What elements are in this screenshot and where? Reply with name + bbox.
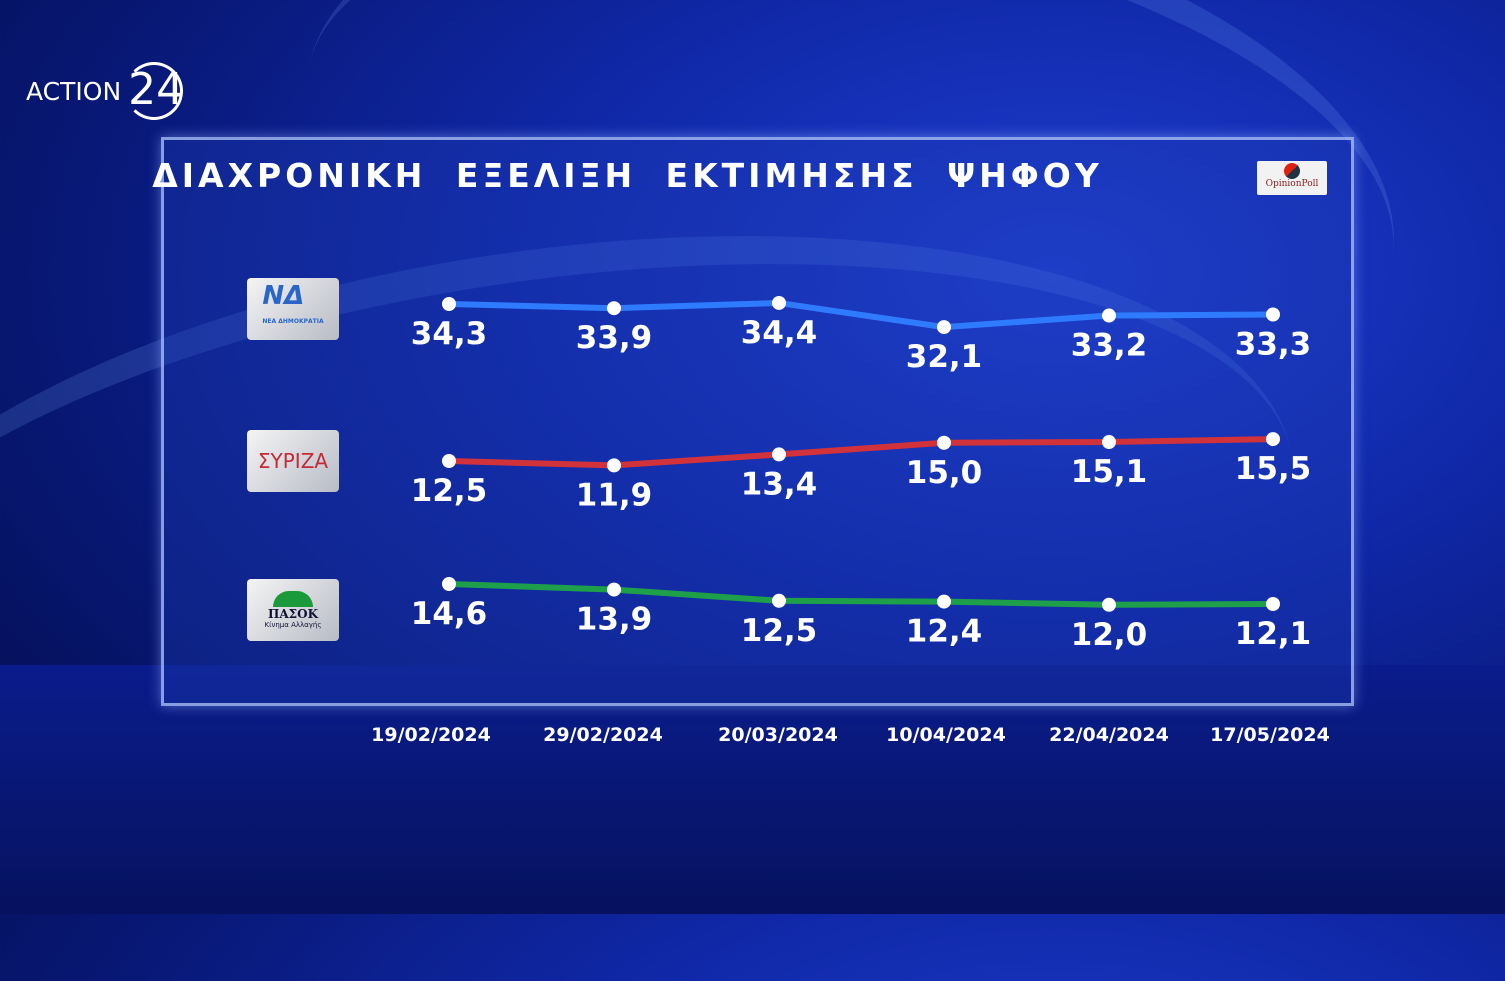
- pasok-sun-icon: [273, 591, 313, 607]
- data-point: [1266, 307, 1280, 322]
- data-point: [1102, 308, 1116, 323]
- data-label: 13,4: [741, 466, 818, 502]
- data-point: [1102, 435, 1116, 450]
- brand-name: ACTION: [26, 76, 122, 106]
- data-point: [1266, 432, 1280, 447]
- brand-number: 24: [125, 62, 184, 120]
- data-label: 13,9: [576, 602, 653, 638]
- data-point: [607, 301, 621, 316]
- data-point: [937, 435, 951, 450]
- action24-logo: ACTION 24: [26, 62, 184, 120]
- x-tick-label: 29/02/2024: [543, 724, 663, 746]
- data-label: 14,6: [411, 596, 488, 632]
- data-point: [442, 454, 456, 468]
- data-label: 33,2: [1071, 328, 1148, 364]
- data-point: [607, 458, 621, 473]
- party-logo-syriza: ΣΥΡΙΖΑ: [247, 430, 339, 492]
- data-label: 32,1: [906, 339, 983, 375]
- nd-logo-sub: ΝΕΑ ΔΗΜΟΚΡΑΤΙΑ: [262, 318, 324, 325]
- series-line-1: [448, 436, 1274, 469]
- data-point: [607, 582, 621, 597]
- floor-reflection: [0, 665, 1505, 914]
- data-label: 34,3: [411, 316, 488, 352]
- data-point: [937, 594, 951, 609]
- x-tick-label: 17/05/2024: [1210, 724, 1330, 746]
- x-tick-label: 22/04/2024: [1049, 724, 1169, 746]
- party-logo-pasok: ΠΑΣΟΚ Κίνημα Αλλαγής: [247, 579, 339, 641]
- x-tick-label: 19/02/2024: [371, 724, 491, 746]
- x-tick-label: 10/04/2024: [886, 724, 1006, 746]
- pasok-logo-text: ΠΑΣΟΚ: [267, 607, 318, 621]
- data-point: [1266, 597, 1280, 611]
- data-label: 33,9: [576, 320, 653, 356]
- data-point: [442, 297, 456, 311]
- data-label: 12,5: [411, 473, 488, 509]
- opinionpoll-dot-icon: [1284, 163, 1300, 179]
- data-label: 33,3: [1235, 327, 1312, 363]
- data-label: 15,0: [906, 455, 983, 491]
- data-point: [772, 295, 786, 310]
- data-label: 15,1: [1071, 454, 1148, 490]
- data-label: 15,5: [1235, 451, 1312, 487]
- nd-logo-text: ΝΔ: [262, 281, 305, 311]
- data-point: [937, 320, 951, 335]
- party-logo-nd: ΝΔ ΝΕΑ ΔΗΜΟΚΡΑΤΙΑ: [247, 278, 339, 340]
- source-label: OpinionPoll: [1265, 179, 1319, 189]
- data-point: [442, 577, 456, 591]
- series-line-2: [448, 581, 1274, 608]
- data-label: 12,0: [1071, 617, 1148, 653]
- data-label: 11,9: [576, 477, 653, 513]
- opinionpoll-logo: OpinionPoll: [1257, 161, 1327, 195]
- chart-panel: [161, 137, 1354, 706]
- x-tick-label: 20/03/2024: [718, 724, 838, 746]
- chart-svg: 34,3 33,9 34,4 32,1 33,2 33,3 12,5 11,9 13,4 15,0…: [411, 295, 1312, 653]
- data-label: 34,4: [741, 315, 818, 351]
- chart-title: ΔΙΑΧΡΟΝΙΚΗ ΕΞΕΛΙΞΗ ΕΚΤΙΜΗΣΗΣ ΨΗΦΟΥ: [152, 156, 1103, 195]
- data-label: 12,1: [1235, 616, 1312, 652]
- data-point: [772, 593, 786, 608]
- pasok-logo-sub: Κίνημα Αλλαγής: [264, 621, 322, 629]
- syriza-logo-text: ΣΥΡΙΖΑ: [257, 449, 329, 473]
- data-label: 12,5: [741, 613, 818, 649]
- data-point: [772, 447, 786, 462]
- data-point: [1102, 597, 1116, 612]
- data-label: 12,4: [906, 614, 983, 650]
- series-line-0: [448, 299, 1274, 331]
